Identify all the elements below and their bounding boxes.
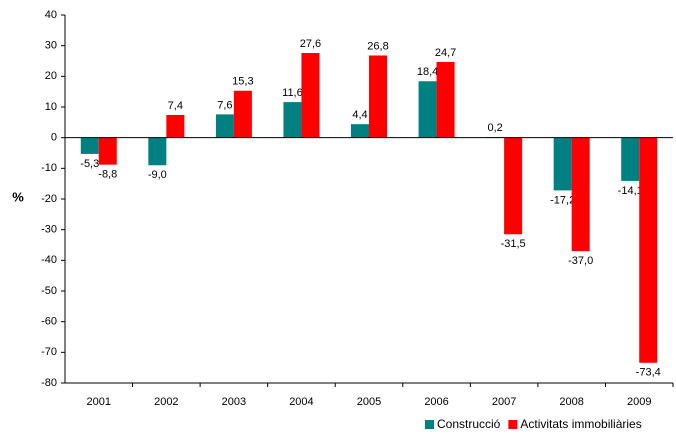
bar xyxy=(80,137,99,154)
bar xyxy=(436,61,455,138)
bar xyxy=(148,137,167,166)
bar xyxy=(215,114,234,138)
legend-label: Construcció xyxy=(437,417,501,431)
x-tick-label: 2005 xyxy=(357,396,381,408)
value-label: 24,7 xyxy=(435,47,456,59)
value-label: -37,0 xyxy=(568,255,593,267)
bar xyxy=(639,137,658,363)
value-label: -14,1 xyxy=(618,185,643,197)
x-tick-label: 2009 xyxy=(627,396,651,408)
value-label: 7,6 xyxy=(217,99,232,111)
value-label: 18,4 xyxy=(417,66,438,78)
bar xyxy=(553,137,572,191)
y-tick-label: 30 xyxy=(45,40,57,52)
legend-label: Activitats immobiliàries xyxy=(520,417,641,431)
y-tick-label: -50 xyxy=(41,285,57,297)
bar xyxy=(621,137,640,181)
bar xyxy=(351,124,369,138)
bar xyxy=(301,53,320,138)
y-axis-label: % xyxy=(12,189,24,204)
y-tick-label: -40 xyxy=(41,254,57,266)
x-tick-label: 2006 xyxy=(424,396,448,408)
value-label: 15,3 xyxy=(232,76,253,88)
bar xyxy=(98,137,117,165)
bar xyxy=(571,137,590,252)
y-tick-label: 0 xyxy=(51,132,57,144)
y-tick-label: 40 xyxy=(45,9,57,21)
y-tick-label: -30 xyxy=(41,224,57,236)
value-label: -5,3 xyxy=(80,158,99,170)
x-tick-label: 2001 xyxy=(87,396,111,408)
bar xyxy=(369,55,387,138)
value-label: -31,5 xyxy=(501,238,526,250)
value-label: 0,2 xyxy=(487,122,502,134)
y-tick-label: 10 xyxy=(45,101,57,113)
x-tick-label: 2003 xyxy=(222,396,246,408)
y-tick-label: -70 xyxy=(41,346,57,358)
x-tick-label: 2008 xyxy=(559,396,583,408)
value-label: 26,8 xyxy=(367,40,388,52)
legend-swatch xyxy=(425,420,434,429)
value-label: 27,6 xyxy=(300,38,321,50)
bar xyxy=(283,102,302,138)
value-label: 4,4 xyxy=(352,109,367,121)
x-tick-label: 2002 xyxy=(154,396,178,408)
y-tick-label: -80 xyxy=(41,377,57,389)
value-label: 11,6 xyxy=(282,87,303,99)
value-label: -73,4 xyxy=(636,367,661,379)
value-label: -8,8 xyxy=(98,169,117,181)
bar xyxy=(418,81,437,138)
bar xyxy=(233,90,252,138)
value-label: 7,4 xyxy=(168,100,183,112)
y-tick-label: -20 xyxy=(41,193,57,205)
y-tick-label: -10 xyxy=(41,162,57,174)
x-tick-label: 2004 xyxy=(289,396,313,408)
value-label: -17,2 xyxy=(550,194,575,206)
y-tick-label: -60 xyxy=(41,316,57,328)
bar xyxy=(166,114,185,138)
value-label: -9,0 xyxy=(148,169,167,181)
y-tick-label: 20 xyxy=(45,70,57,82)
x-tick-label: 2007 xyxy=(492,396,516,408)
bar xyxy=(504,137,523,235)
legend-swatch xyxy=(508,420,518,429)
